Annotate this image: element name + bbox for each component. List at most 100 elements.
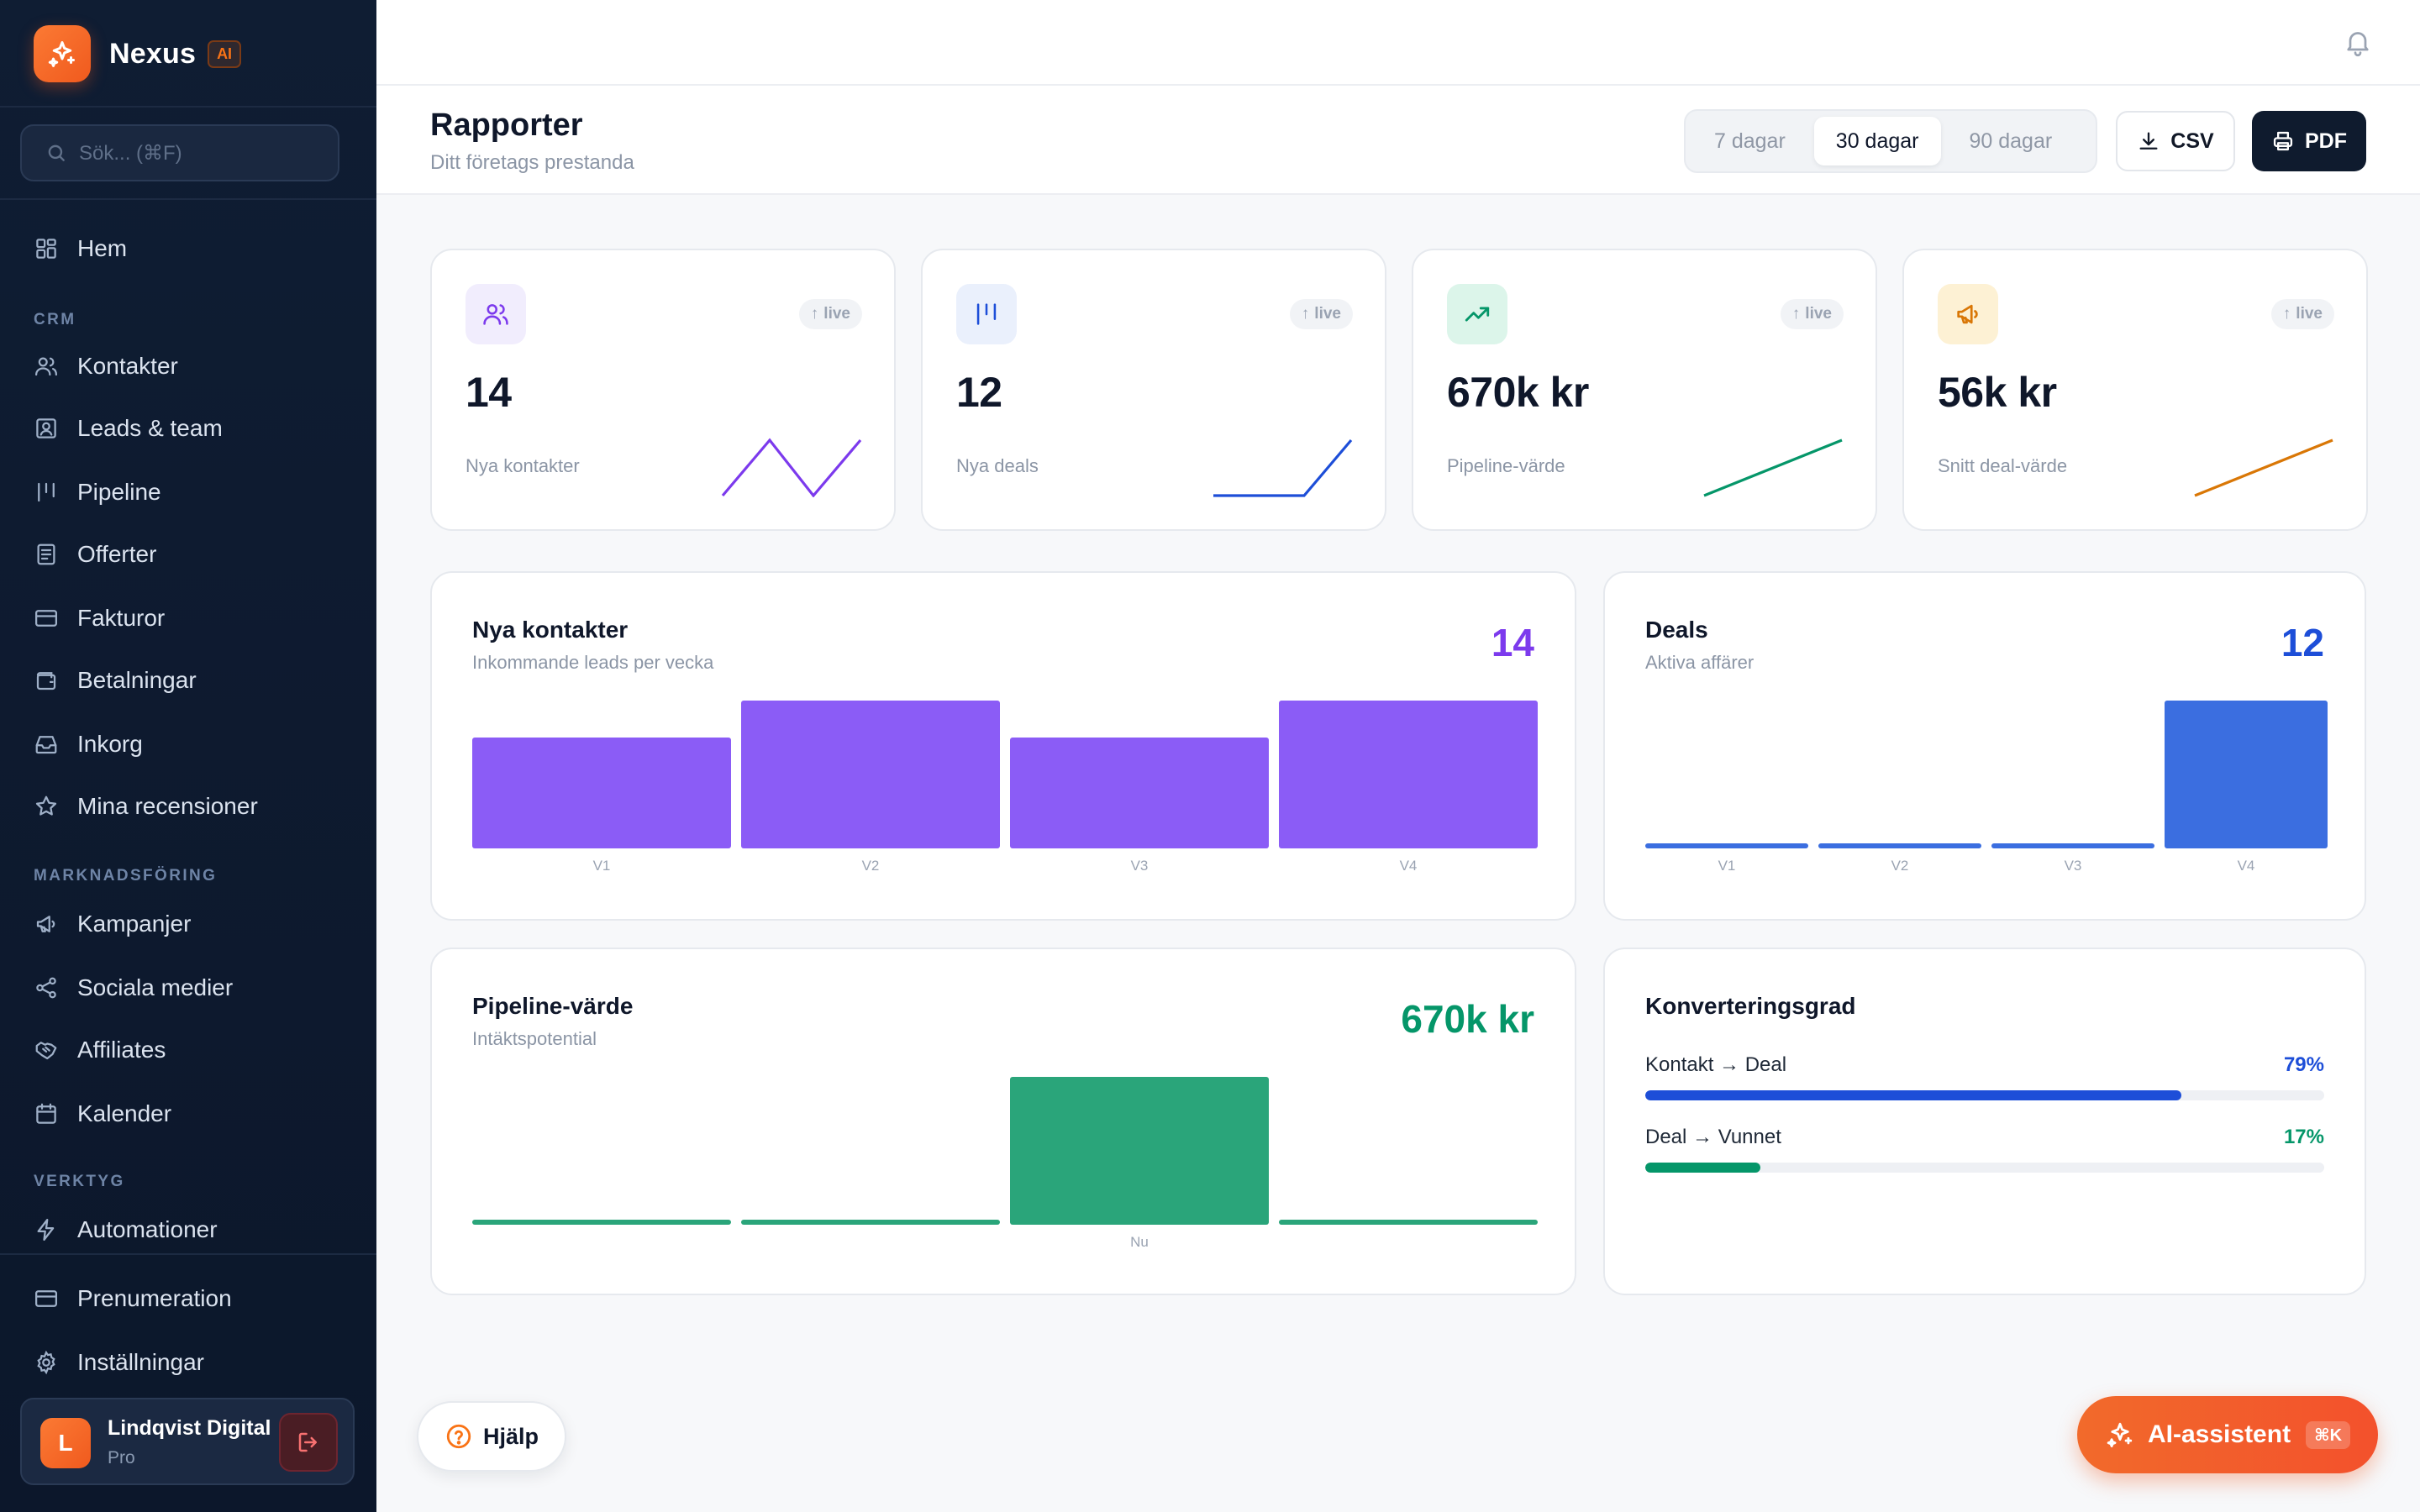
nav-label: Pipeline: [77, 479, 161, 505]
nav-label: Leads & team: [77, 415, 223, 441]
stat-label: Nya kontakter: [466, 455, 580, 476]
lightning-icon: [37, 1219, 55, 1241]
arrow-up-icon: ↑: [1791, 305, 1801, 323]
bar: [1645, 843, 1808, 848]
user-plan: Pro: [108, 1448, 135, 1467]
nav-label: Kontakter: [77, 353, 178, 379]
nav-item-invoices[interactable]: Fakturor: [34, 595, 345, 642]
nav-label: Sociala medier: [77, 974, 234, 1000]
users-icon: [466, 284, 526, 344]
nav-item-inbox[interactable]: Inkorg: [34, 721, 345, 768]
chart-subtitle: Aktiva affärer: [1645, 652, 1754, 673]
export-pdf-button[interactable]: PDF: [2252, 111, 2366, 171]
ai-assistant-button[interactable]: AI-assistent ⌘K: [2077, 1396, 2378, 1473]
nav-item-payments[interactable]: Betalningar: [34, 657, 345, 704]
stat-card-pipeline-value: ↑ live 670k kr Pipeline-värde: [1412, 249, 1877, 531]
bar-chart-new-contacts: V1 V2 V3 V4: [472, 701, 1538, 874]
chart-title: Konverteringsgrad: [1645, 993, 1856, 1019]
help-circle-icon: [446, 1424, 471, 1449]
nav-item-automations[interactable]: Automationer: [34, 1206, 345, 1253]
calendar-icon: [36, 1103, 56, 1124]
page-title: Rapporter: [430, 108, 583, 143]
nav-item-social[interactable]: Sociala medier: [34, 964, 345, 1011]
ai-label: AI-assistent: [2148, 1420, 2291, 1448]
bar: [741, 1220, 1000, 1225]
chart-title: Pipeline-värde: [472, 993, 634, 1019]
nav-item-calendar[interactable]: Kalender: [34, 1090, 345, 1137]
nav-section-crm: CRM: [34, 311, 76, 328]
x-tick-label: V2: [862, 858, 880, 874]
nav-item-affiliates[interactable]: Affiliates: [34, 1026, 345, 1074]
grid-icon: [36, 239, 56, 259]
progress-fill: [1645, 1163, 1761, 1173]
trending-up-icon: [1447, 284, 1507, 344]
printer-icon: [2273, 131, 2293, 151]
ai-badge: AI: [208, 39, 242, 68]
nav-item-settings[interactable]: Inställningar: [34, 1339, 345, 1386]
x-tick-label: V1: [593, 858, 611, 874]
bar: [2165, 701, 2328, 848]
live-label: live: [2296, 305, 2323, 323]
sparkline: [1213, 438, 1353, 497]
nav-label: Prenumeration: [77, 1285, 232, 1311]
users-icon: [35, 357, 57, 376]
search-input[interactable]: Sök... (⌘F): [20, 124, 339, 181]
progress-track: [1645, 1163, 2324, 1173]
nav-item-offers[interactable]: Offerter: [34, 531, 345, 578]
bar-chart-deals: V1 V2 V3 V4: [1645, 701, 2328, 874]
nav-item-campaigns[interactable]: Kampanjer: [34, 900, 345, 948]
nav-item-leads[interactable]: Leads & team: [34, 405, 345, 452]
conversion-percent: 79%: [2283, 1053, 2324, 1076]
credit-card-icon: [35, 1290, 57, 1307]
progress-track: [1645, 1090, 2324, 1100]
logout-button[interactable]: [279, 1413, 338, 1472]
range-90-days[interactable]: 90 dagar: [1969, 129, 2053, 153]
document-icon: [37, 543, 55, 565]
user-card[interactable]: L Lindqvist Digital Pro: [20, 1398, 355, 1485]
handshake-icon: [35, 1042, 57, 1060]
nav-item-pipeline[interactable]: Pipeline: [34, 469, 345, 516]
nav-item-home[interactable]: Hem: [34, 225, 345, 272]
notifications-button[interactable]: [2343, 27, 2373, 61]
help-button[interactable]: Hjälp: [417, 1401, 566, 1472]
share-icon: [36, 977, 56, 999]
csv-label: CSV: [2170, 129, 2214, 153]
nav-label: Affiliates: [77, 1037, 166, 1063]
bar: [1010, 1077, 1269, 1225]
bar: [1279, 701, 1538, 848]
page-header: Rapporter Ditt företags prestanda 7 daga…: [376, 86, 2420, 195]
nav-label: Inställningar: [77, 1349, 204, 1375]
bar: [472, 738, 731, 848]
export-csv-button[interactable]: CSV: [2116, 111, 2235, 171]
nav-label: Automationer: [77, 1216, 218, 1242]
nav-item-reviews[interactable]: Mina recensioner: [34, 783, 345, 830]
live-badge: ↑ live: [2270, 299, 2334, 329]
inbox-icon: [35, 736, 57, 754]
sparkline: [721, 438, 862, 497]
wallet-icon: [36, 672, 56, 690]
nav-label: Kalender: [77, 1100, 172, 1126]
sparkles-icon: [2107, 1422, 2133, 1448]
nav-item-subscription[interactable]: Prenumeration: [34, 1275, 345, 1322]
nav-label: Fakturor: [77, 605, 166, 631]
chart-title: Deals: [1645, 617, 1708, 643]
bar: [1010, 738, 1269, 848]
bell-icon: [2347, 32, 2369, 57]
bar: [1279, 1220, 1538, 1225]
brand[interactable]: Nexus AI: [34, 25, 242, 82]
top-bar: [376, 0, 2420, 86]
divider: [0, 1253, 376, 1255]
range-30-days[interactable]: 30 dagar: [1813, 117, 1941, 165]
search-placeholder: Sök... (⌘F): [79, 141, 182, 165]
progress-fill: [1645, 1090, 2182, 1100]
star-icon: [35, 795, 57, 816]
range-7-days[interactable]: 7 dagar: [1714, 129, 1786, 153]
chart-title: Nya kontakter: [472, 617, 629, 643]
conversion-label: Deal → Vunnet: [1645, 1126, 1781, 1148]
bar: [1818, 843, 1981, 848]
nav-item-contacts[interactable]: Kontakter: [34, 343, 345, 390]
nav-label: Kampanjer: [77, 911, 192, 937]
chart-card-deals: Deals Aktiva affärer 12 V1 V2 V3 V4: [1603, 571, 2366, 921]
stat-value: 14: [466, 369, 512, 416]
download-icon: [2139, 132, 2158, 150]
